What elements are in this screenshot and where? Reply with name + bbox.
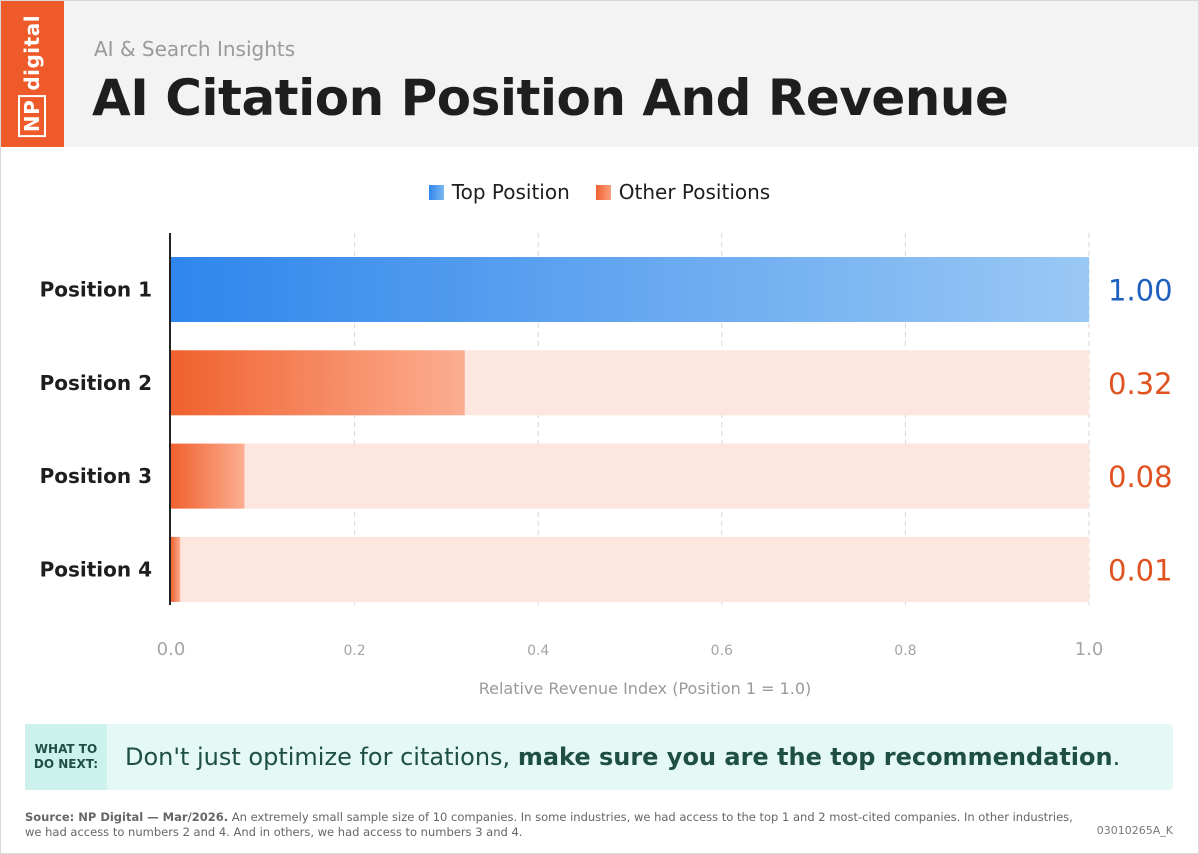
legend-swatch-top	[428, 184, 444, 200]
data-label: 0.01	[1108, 553, 1173, 587]
bar-track	[171, 443, 1089, 509]
bar-chart: 0.0 0.2 0.4 0.6 0.8 1.0 Relative Revenue Index…	[40, 233, 1173, 698]
chart-code: 03010265A_K	[1096, 824, 1173, 837]
x-axis-title: Relative Revenue Index (Position 1 = 1.0…	[479, 679, 812, 698]
data-label: 0.32	[1108, 367, 1173, 401]
bar	[171, 257, 1089, 322]
x-tick-label: 0.6	[711, 643, 733, 659]
legend-swatch-other	[595, 184, 611, 200]
category-label: Position 4	[40, 557, 152, 581]
header: NP digital AI & Search Insights AI Citati…	[1, 1, 1198, 147]
bar	[171, 536, 181, 602]
callout-tag-line1: WHAT TO	[34, 742, 98, 756]
category-label: Position 1	[40, 278, 152, 302]
legend-label-other: Other Positions	[618, 180, 771, 204]
category-label: Position 2	[40, 371, 152, 395]
callout-text: Don't just optimize for citations, make …	[125, 743, 1120, 771]
logo-np: NP	[18, 94, 46, 138]
data-label: 0.08	[1108, 460, 1173, 494]
bar	[171, 350, 465, 416]
logo-digital: digital	[20, 14, 44, 91]
legend-label-top: Top Position	[451, 180, 570, 204]
x-tick-label: 0.4	[527, 643, 549, 659]
x-tick-label: 1.0	[1075, 639, 1104, 660]
source-label: Source: NP Digital — Mar/2026.	[25, 810, 229, 824]
logo-text: NP digital	[18, 14, 46, 138]
x-tick-label: 0.8	[894, 643, 916, 659]
x-tick-label: 0.2	[343, 643, 365, 659]
callout-text-end: .	[1112, 743, 1121, 771]
callout-text-bold: make sure you are the top recommendation	[517, 743, 1113, 771]
callout-text-plain: Don't just optimize for citations,	[125, 743, 518, 771]
callout-tag-line2: DO NEXT:	[33, 757, 99, 771]
category-label: Position 3	[40, 464, 152, 488]
bar-track	[171, 536, 1089, 602]
np-digital-logo: NP digital	[1, 1, 64, 147]
page-title: AI Citation Position And Revenue	[92, 69, 1009, 127]
legend-item-top: Top Position	[428, 180, 570, 204]
data-label: 1.00	[1108, 274, 1173, 308]
source-note: Source: NP Digital — Mar/2026. An extrem…	[25, 810, 1085, 840]
source-text: An extremely small sample size of 10 com…	[25, 810, 1073, 839]
chart-legend: Top Position Other Positions	[0, 180, 1199, 204]
x-tick-label: 0.0	[157, 639, 186, 660]
what-to-do-next-callout: WHAT TO DO NEXT: Don't just optimize for…	[25, 724, 1173, 790]
legend-item-other: Other Positions	[595, 180, 771, 204]
callout-tag: WHAT TO DO NEXT:	[25, 724, 107, 790]
bar	[171, 443, 245, 509]
subtitle: AI & Search Insights	[94, 37, 296, 61]
